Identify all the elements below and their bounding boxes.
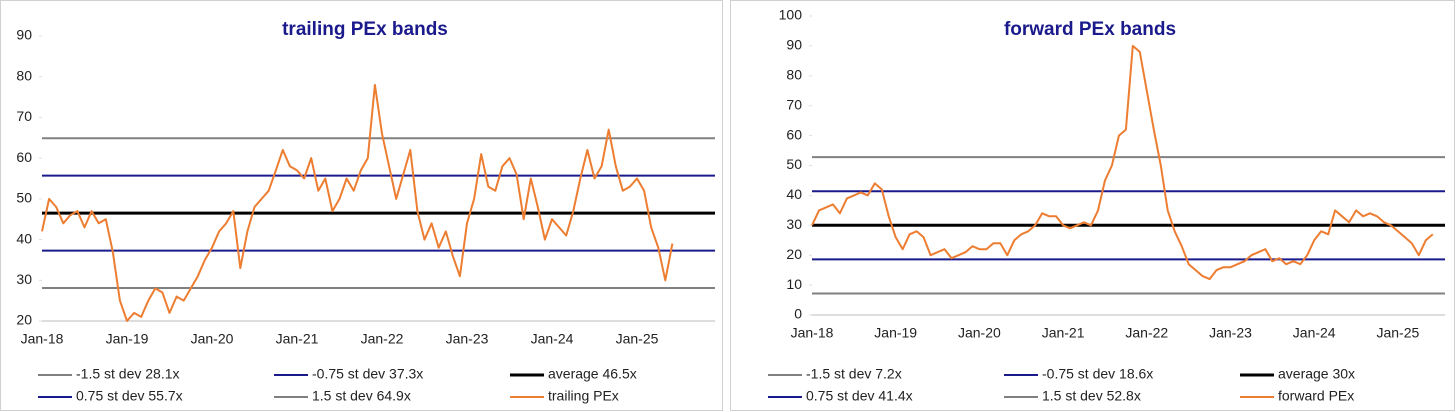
panel [0,0,723,411]
legend-label: -1.5 st dev 28.1x [76,366,180,382]
y-tick-label: 0 [794,306,802,322]
y-tick-label: 80 [16,67,32,83]
y-tick-label: 100 [779,7,803,23]
x-tick-label: Jan-24 [1293,325,1336,341]
legend-label: -1.5 st dev 7.2x [806,366,902,382]
legend-label: average 46.5x [548,366,637,382]
legend-label: -0.75 st dev 18.6x [1042,366,1153,382]
y-tick-label: 40 [786,186,802,202]
x-tick-label: Jan-25 [616,331,659,347]
x-tick-label: Jan-19 [106,331,149,347]
y-tick-label: 90 [16,27,32,43]
x-tick-label: Jan-23 [446,331,489,347]
data-line [41,83,674,322]
x-tick-label: Jan-18 [21,331,64,347]
x-tick-label: Jan-22 [361,331,404,347]
y-tick-label: 60 [786,126,802,142]
y-tick-label: 60 [16,149,32,165]
legend-label: trailing PEx [548,388,619,404]
y-tick-label: 30 [16,271,32,287]
x-tick-label: Jan-25 [1376,325,1419,341]
x-tick-label: Jan-22 [1125,325,1168,341]
x-tick-label: Jan-21 [1042,325,1085,341]
y-tick-label: 50 [16,190,32,206]
data-line [811,44,1434,281]
chart-title: forward PEx bands [1004,19,1176,40]
y-tick-label: 90 [786,37,802,53]
y-tick-label: 20 [786,246,802,262]
y-tick-label: 10 [786,276,802,292]
y-tick-label: 50 [786,156,802,172]
x-tick-label: Jan-20 [958,325,1001,341]
y-tick-label: 80 [786,67,802,83]
x-tick-label: Jan-19 [874,325,917,341]
legend-label: 1.5 st dev 52.8x [1042,388,1141,404]
legend-label: 0.75 st dev 41.4x [806,388,913,404]
legend-label: 1.5 st dev 64.9x [312,388,411,404]
chart-title: trailing PEx bands [282,19,448,40]
panel [730,0,1455,411]
y-tick-label: 40 [16,230,32,246]
y-tick-label: 30 [786,216,802,232]
x-tick-label: Jan-21 [276,331,319,347]
y-tick-label: 20 [16,312,32,328]
legend-label: forward PEx [1278,388,1354,404]
legend-label: average 30x [1278,366,1355,382]
x-tick-label: Jan-20 [191,331,234,347]
y-tick-label: 70 [16,108,32,124]
y-tick-label: 70 [786,96,802,112]
x-tick-label: Jan-18 [791,325,834,341]
legend-label: -0.75 st dev 37.3x [312,366,423,382]
legend-label: 0.75 st dev 55.7x [76,388,183,404]
x-tick-label: Jan-23 [1209,325,1252,341]
x-tick-label: Jan-24 [531,331,574,347]
